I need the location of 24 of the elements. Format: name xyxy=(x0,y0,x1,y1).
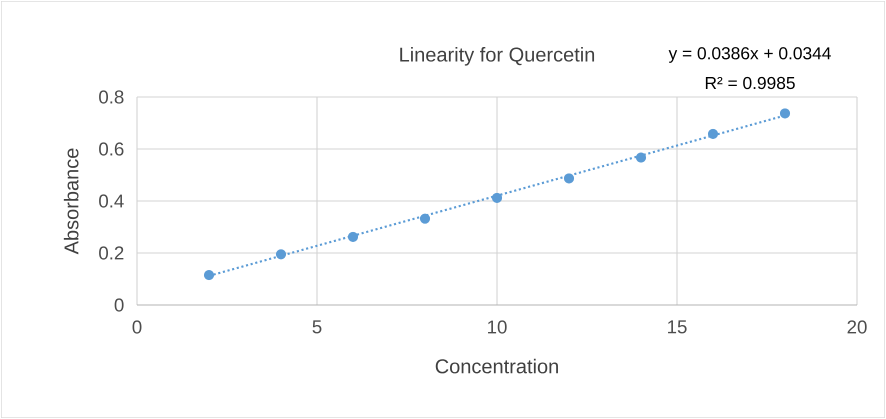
y-tick-label: 0.4 xyxy=(99,194,124,208)
x-axis-title: Concentration xyxy=(436,358,558,374)
point xyxy=(780,108,790,118)
y-tick-label: 0.2 xyxy=(99,246,124,260)
point xyxy=(276,249,286,260)
point xyxy=(420,214,430,224)
text: y = 0.0386x + 0.0344 xyxy=(668,47,831,63)
x-tick-label: 10 xyxy=(488,320,507,334)
point xyxy=(636,152,646,163)
point xyxy=(348,232,358,242)
y-tick-label: 0.8 xyxy=(99,90,124,104)
point xyxy=(492,192,502,203)
x-tick-label: 20 xyxy=(848,320,867,334)
point xyxy=(708,128,718,139)
x-tick-label: 5 xyxy=(312,320,322,334)
y-axis-title: Absorbance xyxy=(64,148,79,254)
point xyxy=(564,173,574,184)
y-tick-label: 0 xyxy=(114,298,124,312)
x-tick-label: 15 xyxy=(668,320,687,334)
point xyxy=(204,270,214,280)
y-tick-label: 0.6 xyxy=(99,142,124,156)
text: R² = 0.9985 xyxy=(706,76,795,90)
x-tick-label: 0 xyxy=(132,320,142,334)
chart-title: Linearity for Quercetin xyxy=(400,46,594,66)
